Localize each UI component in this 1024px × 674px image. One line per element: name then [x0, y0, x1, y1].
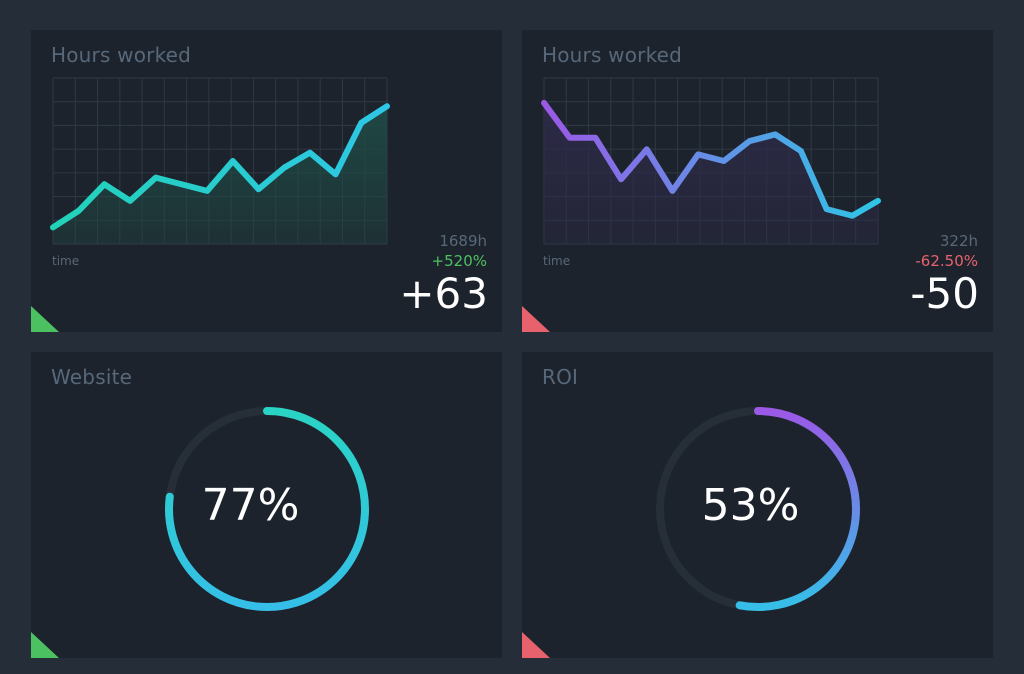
chart-series-line [541, 99, 881, 219]
hours-worked-card-down: Hours worked time 322h -62.50% -50 [522, 30, 993, 332]
chart-area-fill [544, 102, 878, 245]
progress-ring-fill [735, 407, 860, 611]
hours-worked-chart [50, 77, 390, 245]
trend-down-indicator-icon [522, 632, 550, 658]
hours-worked-chart [541, 77, 881, 245]
roi-progress-ring [656, 407, 860, 611]
change-percent: +520% [431, 252, 487, 270]
x-axis-label: time [52, 254, 80, 268]
change-value: +63 [399, 269, 488, 318]
trend-up-indicator-icon [31, 306, 59, 332]
total-hours: 322h [939, 232, 978, 250]
website-gauge-card: Website 77% [31, 352, 502, 658]
card-title: ROI [542, 365, 579, 389]
card-title: Website [51, 365, 133, 389]
trend-down-indicator-icon [522, 306, 550, 332]
change-value: -50 [910, 269, 979, 318]
change-percent: -62.50% [915, 252, 978, 270]
chart-area-fill [53, 106, 387, 244]
gauge-value: 77% [201, 480, 300, 531]
trend-up-indicator-icon [31, 632, 59, 658]
x-axis-label: time [543, 254, 571, 268]
gauge-value: 53% [701, 480, 800, 531]
website-progress-ring [165, 407, 369, 611]
progress-ring-fill [165, 407, 369, 611]
chart-series-line [50, 103, 390, 231]
roi-gauge-card: ROI 53% [522, 352, 993, 658]
card-title: Hours worked [51, 43, 192, 67]
total-hours: 1689h [439, 232, 487, 250]
card-title: Hours worked [542, 43, 683, 67]
hours-worked-card-up: Hours worked time 1689h +520% +63 [31, 30, 502, 332]
